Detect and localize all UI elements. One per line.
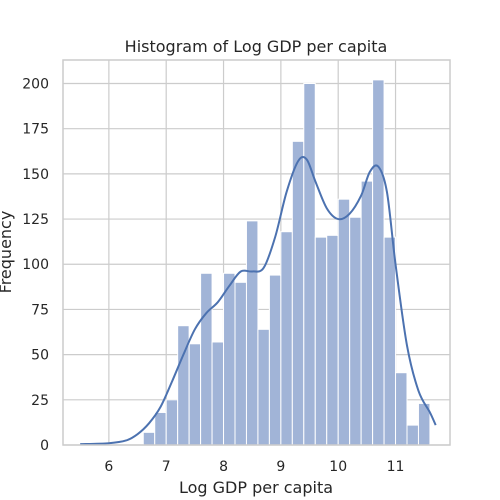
histogram-bar [314, 236, 328, 446]
x-tick-label: 7 [162, 459, 171, 475]
histogram-bar [257, 328, 270, 446]
y-tick-label: 150 [22, 167, 49, 183]
histogram-bar [154, 411, 167, 446]
histogram-bar [291, 140, 305, 446]
y-axis-label: Frequency [0, 211, 15, 294]
y-tick-label: 125 [22, 212, 49, 228]
histogram-bar [383, 236, 397, 446]
histogram-bar [165, 399, 179, 446]
histogram-bar [395, 372, 408, 446]
kde-layer [80, 156, 437, 446]
histogram-bar [268, 274, 282, 446]
x-axis-label: Log GDP per capita [179, 478, 333, 497]
plot-border [62, 59, 451, 446]
histogram-bar [142, 431, 156, 446]
histogram-bar [349, 216, 362, 446]
y-tick-labels: 0 25 50 75 100 125 150 175 200 [22, 76, 49, 454]
x-tick-labels: 6 7 8 9 10 11 [104, 459, 404, 475]
kde-line [80, 156, 437, 446]
x-tick-label: 8 [219, 459, 228, 475]
y-tick-label: 200 [22, 76, 49, 92]
histogram-bar [406, 424, 419, 446]
bars-layer [142, 79, 431, 446]
x-tick-label: 11 [387, 459, 405, 475]
histogram-bar [223, 272, 236, 446]
y-tick-label: 100 [22, 257, 49, 273]
x-tick-label: 9 [276, 459, 285, 475]
histogram-bar [303, 82, 316, 446]
histogram-bar [234, 281, 247, 446]
y-tick-label: 25 [31, 393, 49, 409]
y-tick-label: 75 [31, 302, 49, 318]
histogram-bar [337, 198, 351, 446]
histogram-bar [211, 341, 225, 446]
histogram-bar [200, 272, 213, 446]
histogram-bar [360, 180, 374, 446]
histogram-bar [188, 343, 202, 446]
histogram-bar [372, 79, 385, 446]
y-tick-label: 0 [40, 438, 49, 454]
histogram-bar [245, 220, 259, 446]
x-tick-label: 10 [329, 459, 347, 475]
histogram-bar [280, 231, 293, 446]
plot-frame [62, 59, 451, 446]
x-tick-label: 6 [104, 459, 113, 475]
y-tick-label: 50 [31, 348, 49, 364]
chart-title: Histogram of Log GDP per capita [125, 37, 388, 56]
histogram-bar [326, 234, 339, 446]
y-tick-label: 175 [22, 122, 49, 138]
